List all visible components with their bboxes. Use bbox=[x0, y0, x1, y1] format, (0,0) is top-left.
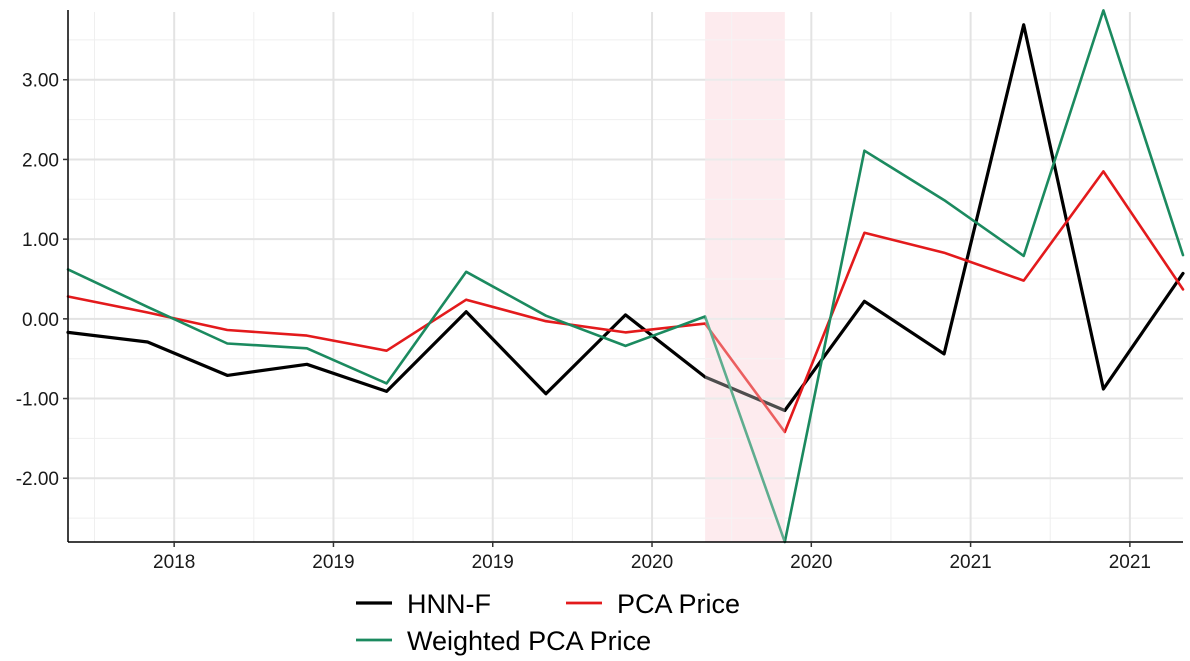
y-tick-label: -2.00 bbox=[16, 469, 59, 490]
x-tick-label: 2019 bbox=[312, 552, 354, 573]
shaded-region-overlay bbox=[705, 12, 785, 542]
x-tick-label: 2020 bbox=[790, 552, 832, 573]
series-line-pca-price bbox=[66, 170, 1185, 434]
x-tick-label: 2019 bbox=[472, 552, 514, 573]
series-line-weighted-pca-price bbox=[66, 9, 1185, 544]
y-tick-label: -1.00 bbox=[16, 390, 59, 411]
x-tick-label: 2021 bbox=[949, 552, 991, 573]
shaded-region bbox=[705, 12, 785, 542]
x-tick-label: 2018 bbox=[153, 552, 195, 573]
axis-layer: -2.00 -1.00 0.00 1.00 2.00 3.00 2018 2019 2019 20… bbox=[16, 10, 1183, 573]
x-tick-label: 2021 bbox=[1109, 552, 1151, 573]
series-line-hnn-f bbox=[66, 23, 1185, 413]
legend: HNN-F PCA Price Weighted PCA Price bbox=[356, 589, 740, 656]
x-tick-label: 2020 bbox=[631, 552, 673, 573]
y-tick-label: 0.00 bbox=[22, 310, 59, 331]
shaded-region-layer bbox=[705, 12, 785, 542]
y-tick-label: 1.00 bbox=[22, 230, 59, 251]
legend-label-hnn-f: HNN-F bbox=[407, 589, 491, 619]
grid-layer bbox=[68, 12, 1183, 542]
legend-label-weighted-pca-price: Weighted PCA Price bbox=[407, 626, 651, 656]
y-tick-label: 3.00 bbox=[22, 71, 59, 92]
legend-label-pca-price: PCA Price bbox=[617, 589, 740, 619]
series-layer bbox=[66, 9, 1185, 544]
y-tick-label: 2.00 bbox=[22, 150, 59, 171]
